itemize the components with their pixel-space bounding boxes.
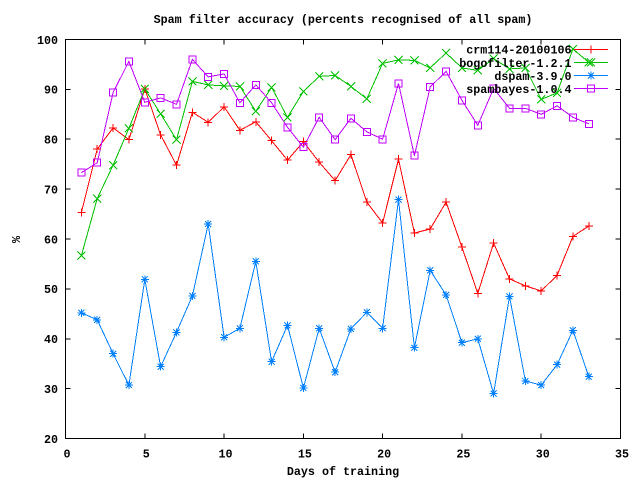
svg-text:%: %: [10, 235, 24, 243]
svg-text:Days of training: Days of training: [287, 465, 399, 479]
svg-text:crm114-20100106: crm114-20100106: [466, 44, 571, 58]
svg-text:bogofilter-1.2.1: bogofilter-1.2.1: [459, 57, 571, 71]
svg-text:70: 70: [44, 183, 58, 197]
svg-text:35: 35: [615, 447, 629, 461]
svg-text:20: 20: [377, 447, 391, 461]
svg-text:5: 5: [143, 447, 150, 461]
svg-text:30: 30: [44, 383, 58, 397]
svg-text:90: 90: [44, 84, 58, 98]
svg-text:dspam-3.9.0: dspam-3.9.0: [494, 70, 571, 84]
svg-text:40: 40: [44, 333, 58, 347]
svg-text:10: 10: [219, 447, 233, 461]
svg-text:0: 0: [63, 447, 70, 461]
svg-text:25: 25: [456, 447, 470, 461]
svg-text:50: 50: [44, 283, 58, 297]
svg-text:20: 20: [44, 433, 58, 447]
svg-text:60: 60: [44, 233, 58, 247]
svg-text:100: 100: [37, 34, 58, 48]
svg-text:30: 30: [536, 447, 550, 461]
svg-text:15: 15: [298, 447, 312, 461]
svg-text:80: 80: [44, 134, 58, 148]
svg-text:spambayes-1.0.4: spambayes-1.0.4: [466, 83, 571, 97]
svg-text:Spam filter accuracy (percents: Spam filter accuracy (percents recognise…: [154, 13, 533, 27]
